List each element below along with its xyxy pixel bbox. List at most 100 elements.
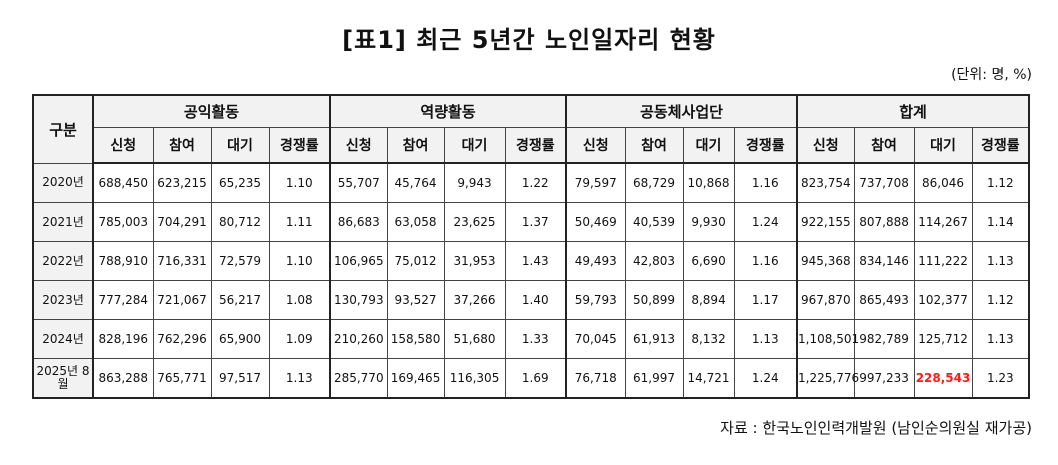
- column-header: 참여: [624, 127, 684, 164]
- data-cell: 40,539: [624, 202, 684, 242]
- table-row: 2023년 777,284 721,067 56,217 1.08 130,793 93,5…: [32, 280, 1030, 320]
- data-cell: 49,493: [565, 241, 626, 281]
- data-cell: 158,580: [386, 319, 445, 359]
- row-label-header: 구분: [32, 94, 94, 164]
- data-cell: 31,953: [443, 241, 506, 281]
- data-cell: 70,045: [565, 319, 626, 359]
- data-cell: 704,291: [152, 202, 212, 242]
- data-cell: 1.12: [971, 280, 1030, 320]
- data-cell: 42,803: [624, 241, 684, 281]
- data-cell: 9,930: [682, 202, 735, 242]
- data-cell: 922,155: [796, 202, 855, 242]
- data-cell: 130,793: [329, 280, 388, 320]
- year-cell: 2025년 8월: [32, 358, 94, 399]
- data-cell: 863,288: [92, 358, 154, 399]
- data-cell: 623,215: [152, 162, 212, 203]
- data-cell: 1.10: [268, 162, 331, 203]
- data-cell: 997,233: [853, 358, 915, 399]
- data-cell: 169,465: [386, 358, 445, 399]
- table-title: [표1] 최근 5년간 노인일자리 현황: [342, 26, 716, 54]
- data-cell: 1.11: [268, 202, 331, 242]
- data-cell: 1.22: [504, 162, 567, 203]
- data-cell: 967,870: [796, 280, 855, 320]
- data-cell: 828,196: [92, 319, 154, 359]
- data-cell: 50,899: [624, 280, 684, 320]
- table-row: 2020년 688,450 623,215 65,235 1.10 55,707 45,76…: [32, 162, 1030, 203]
- data-cell: 1.40: [504, 280, 567, 320]
- column-header: 참여: [152, 127, 212, 164]
- data-cell: 1.17: [733, 280, 798, 320]
- group-header-public: 공익활동: [91, 94, 331, 128]
- data-cell: 285,770: [329, 358, 388, 399]
- data-cell: 51,680: [443, 319, 506, 359]
- data-cell: 23,625: [443, 202, 506, 242]
- source-note: 자료 : 한국노인인력개발원 (남인순의원실 재가공): [720, 419, 1032, 437]
- data-cell: 823,754: [796, 162, 855, 203]
- data-cell: 111,222: [913, 241, 973, 281]
- data-cell: 1.13: [733, 319, 798, 359]
- data-cell: 765,771: [152, 358, 212, 399]
- column-header: 대기: [443, 127, 506, 164]
- year-cell: 2024년: [32, 319, 94, 359]
- data-cell: 785,003: [92, 202, 154, 242]
- data-cell: 75,012: [386, 241, 445, 281]
- unit-note: (단위: 명, %): [951, 67, 1032, 83]
- data-cell: 56,217: [210, 280, 270, 320]
- data-cell: 1.23: [971, 358, 1030, 399]
- column-header: 경쟁률: [504, 127, 567, 164]
- data-cell: 37,266: [443, 280, 506, 320]
- group-header-total: 합계: [796, 94, 1030, 128]
- data-cell: 1.13: [971, 319, 1030, 359]
- data-cell: 788,910: [92, 241, 154, 281]
- data-cell: 1.08: [268, 280, 331, 320]
- year-cell: 2023년: [32, 280, 94, 320]
- table-row: 2025년 8월 863,288 765,771 97,517 1.13 285,770 1…: [32, 358, 1030, 399]
- group-header-community: 공동체사업단: [565, 94, 798, 128]
- column-header: 신청: [796, 127, 855, 164]
- data-cell: 737,708: [853, 162, 915, 203]
- data-cell: 834,146: [853, 241, 915, 281]
- data-cell: 68,729: [624, 162, 684, 203]
- column-header: 대기: [913, 127, 973, 164]
- year-cell: 2022년: [32, 241, 94, 281]
- data-cell: 721,067: [152, 280, 212, 320]
- data-cell: 1.43: [504, 241, 567, 281]
- data-cell: 1.09: [268, 319, 331, 359]
- data-cell: 1.16: [733, 241, 798, 281]
- column-header: 신청: [329, 127, 388, 164]
- data-cell: 116,305: [443, 358, 506, 399]
- data-cell: 86,046: [913, 162, 973, 203]
- data-cell: 50,469: [565, 202, 626, 242]
- data-cell: 106,965: [329, 241, 388, 281]
- data-cell: 1.13: [268, 358, 331, 399]
- data-cell: 1.14: [971, 202, 1030, 242]
- data-cell: 1.37: [504, 202, 567, 242]
- data-cell: 72,579: [210, 241, 270, 281]
- elderly-jobs-table: 구분 공익활동 역량활동 공동체사업단 합계 신청 참여 대기 경쟁률 신청 참여 대기 경쟁…: [32, 94, 1031, 399]
- table-row: 2024년 828,196 762,296 65,900 1.09 210,260 158,…: [32, 319, 1030, 359]
- column-header: 참여: [853, 127, 915, 164]
- data-cell: 9,943: [443, 162, 506, 203]
- data-cell: 97,517: [210, 358, 270, 399]
- data-cell: 716,331: [152, 241, 212, 281]
- column-header: 대기: [682, 127, 735, 164]
- table-row: 2022년 788,910 716,331 72,579 1.10 106,965 75,0…: [32, 241, 1030, 281]
- data-cell: 1.33: [504, 319, 567, 359]
- column-header: 경쟁률: [268, 127, 331, 164]
- column-header: 경쟁률: [971, 127, 1030, 164]
- data-cell: 1,108,501: [796, 319, 859, 359]
- data-cell: 1.12: [971, 162, 1030, 203]
- data-cell: 80,712: [210, 202, 270, 242]
- data-cell: 76,718: [565, 358, 626, 399]
- column-header: 참여: [386, 127, 445, 164]
- data-cell: 114,267: [913, 202, 973, 242]
- data-cell: 688,450: [92, 162, 154, 203]
- data-cell: 1.13: [971, 241, 1030, 281]
- column-header: 대기: [210, 127, 270, 164]
- data-cell: 1.24: [733, 202, 798, 242]
- table-row: 2021년 785,003 704,291 80,712 1.11 86,683 63,05…: [32, 202, 1030, 242]
- data-cell: 102,377: [913, 280, 973, 320]
- data-cell: 59,793: [565, 280, 626, 320]
- data-cell: 93,527: [386, 280, 445, 320]
- data-cell: 65,900: [210, 319, 270, 359]
